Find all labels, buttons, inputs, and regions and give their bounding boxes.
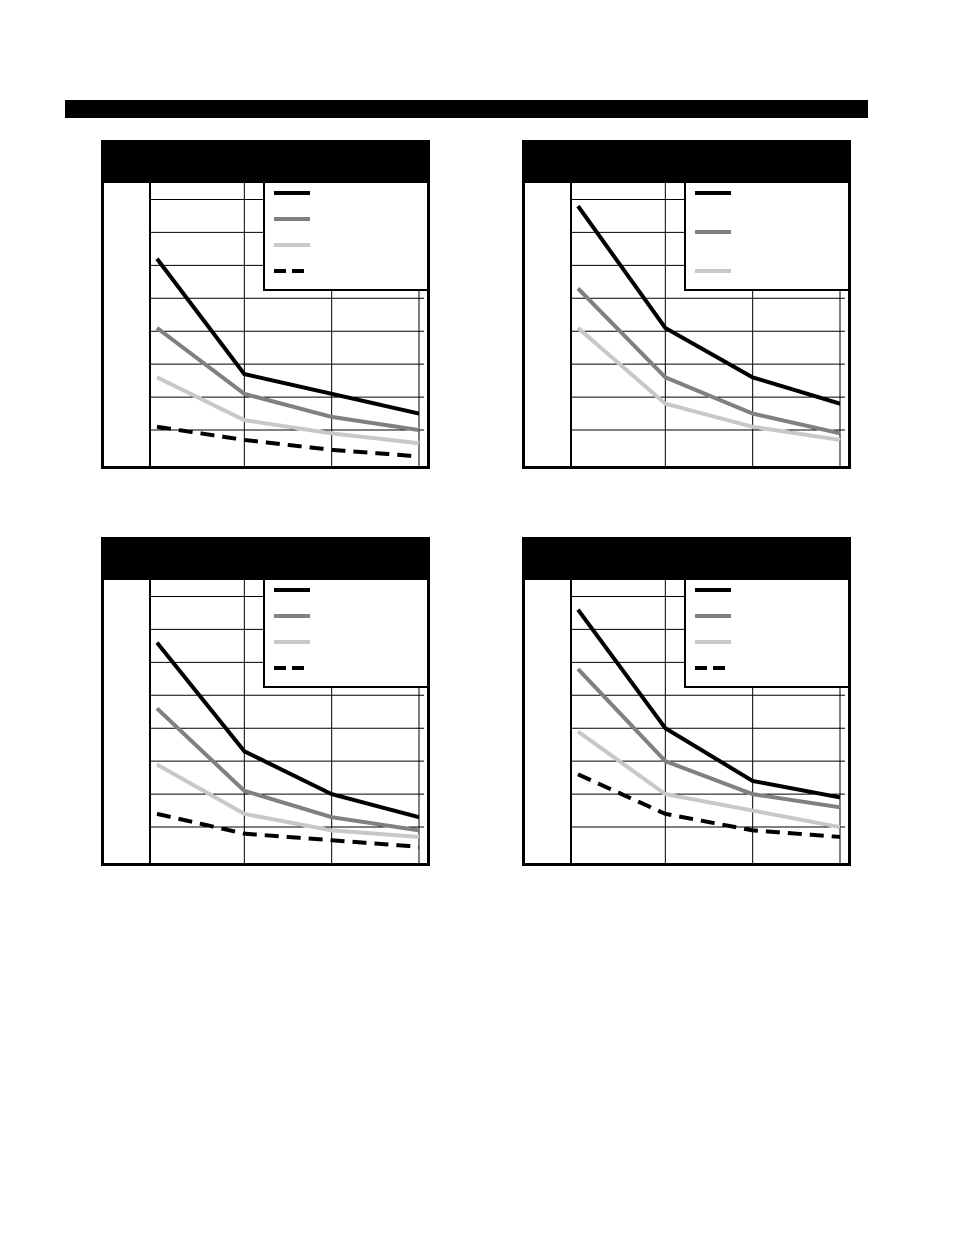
series-line-1 <box>155 641 420 820</box>
series-line-3 <box>156 762 420 839</box>
chart-header-bar <box>104 540 427 580</box>
series-line-1 <box>576 608 841 800</box>
chart-header-bar <box>525 540 848 580</box>
series-line-3 <box>156 375 420 446</box>
series-line-4 <box>156 424 420 459</box>
series-line-3 <box>576 326 841 442</box>
chart-panel-4 <box>522 537 851 866</box>
series-line-2 <box>155 707 420 833</box>
chart-header-bar <box>525 143 848 183</box>
chart-panel-2 <box>522 140 851 469</box>
legend-box <box>263 580 427 688</box>
legend-box <box>263 183 427 291</box>
page-header-rule <box>65 100 868 118</box>
series-line-1 <box>155 257 420 416</box>
series-line-4 <box>156 811 420 849</box>
chart-plot <box>149 183 427 466</box>
series-line-2 <box>576 287 841 436</box>
series-line-3 <box>576 729 841 830</box>
series-line-1 <box>576 204 841 406</box>
legend-box <box>684 183 848 291</box>
legend-box <box>684 580 848 688</box>
chart-plot <box>149 580 427 863</box>
chart-panel-1 <box>101 140 430 469</box>
chart-panel-3 <box>101 537 430 866</box>
series-line-4 <box>577 772 841 839</box>
chart-plot <box>570 580 848 863</box>
series-line-2 <box>576 667 841 810</box>
chart-header-bar <box>104 143 427 183</box>
series-line-2 <box>155 326 420 433</box>
chart-plot <box>570 183 848 466</box>
